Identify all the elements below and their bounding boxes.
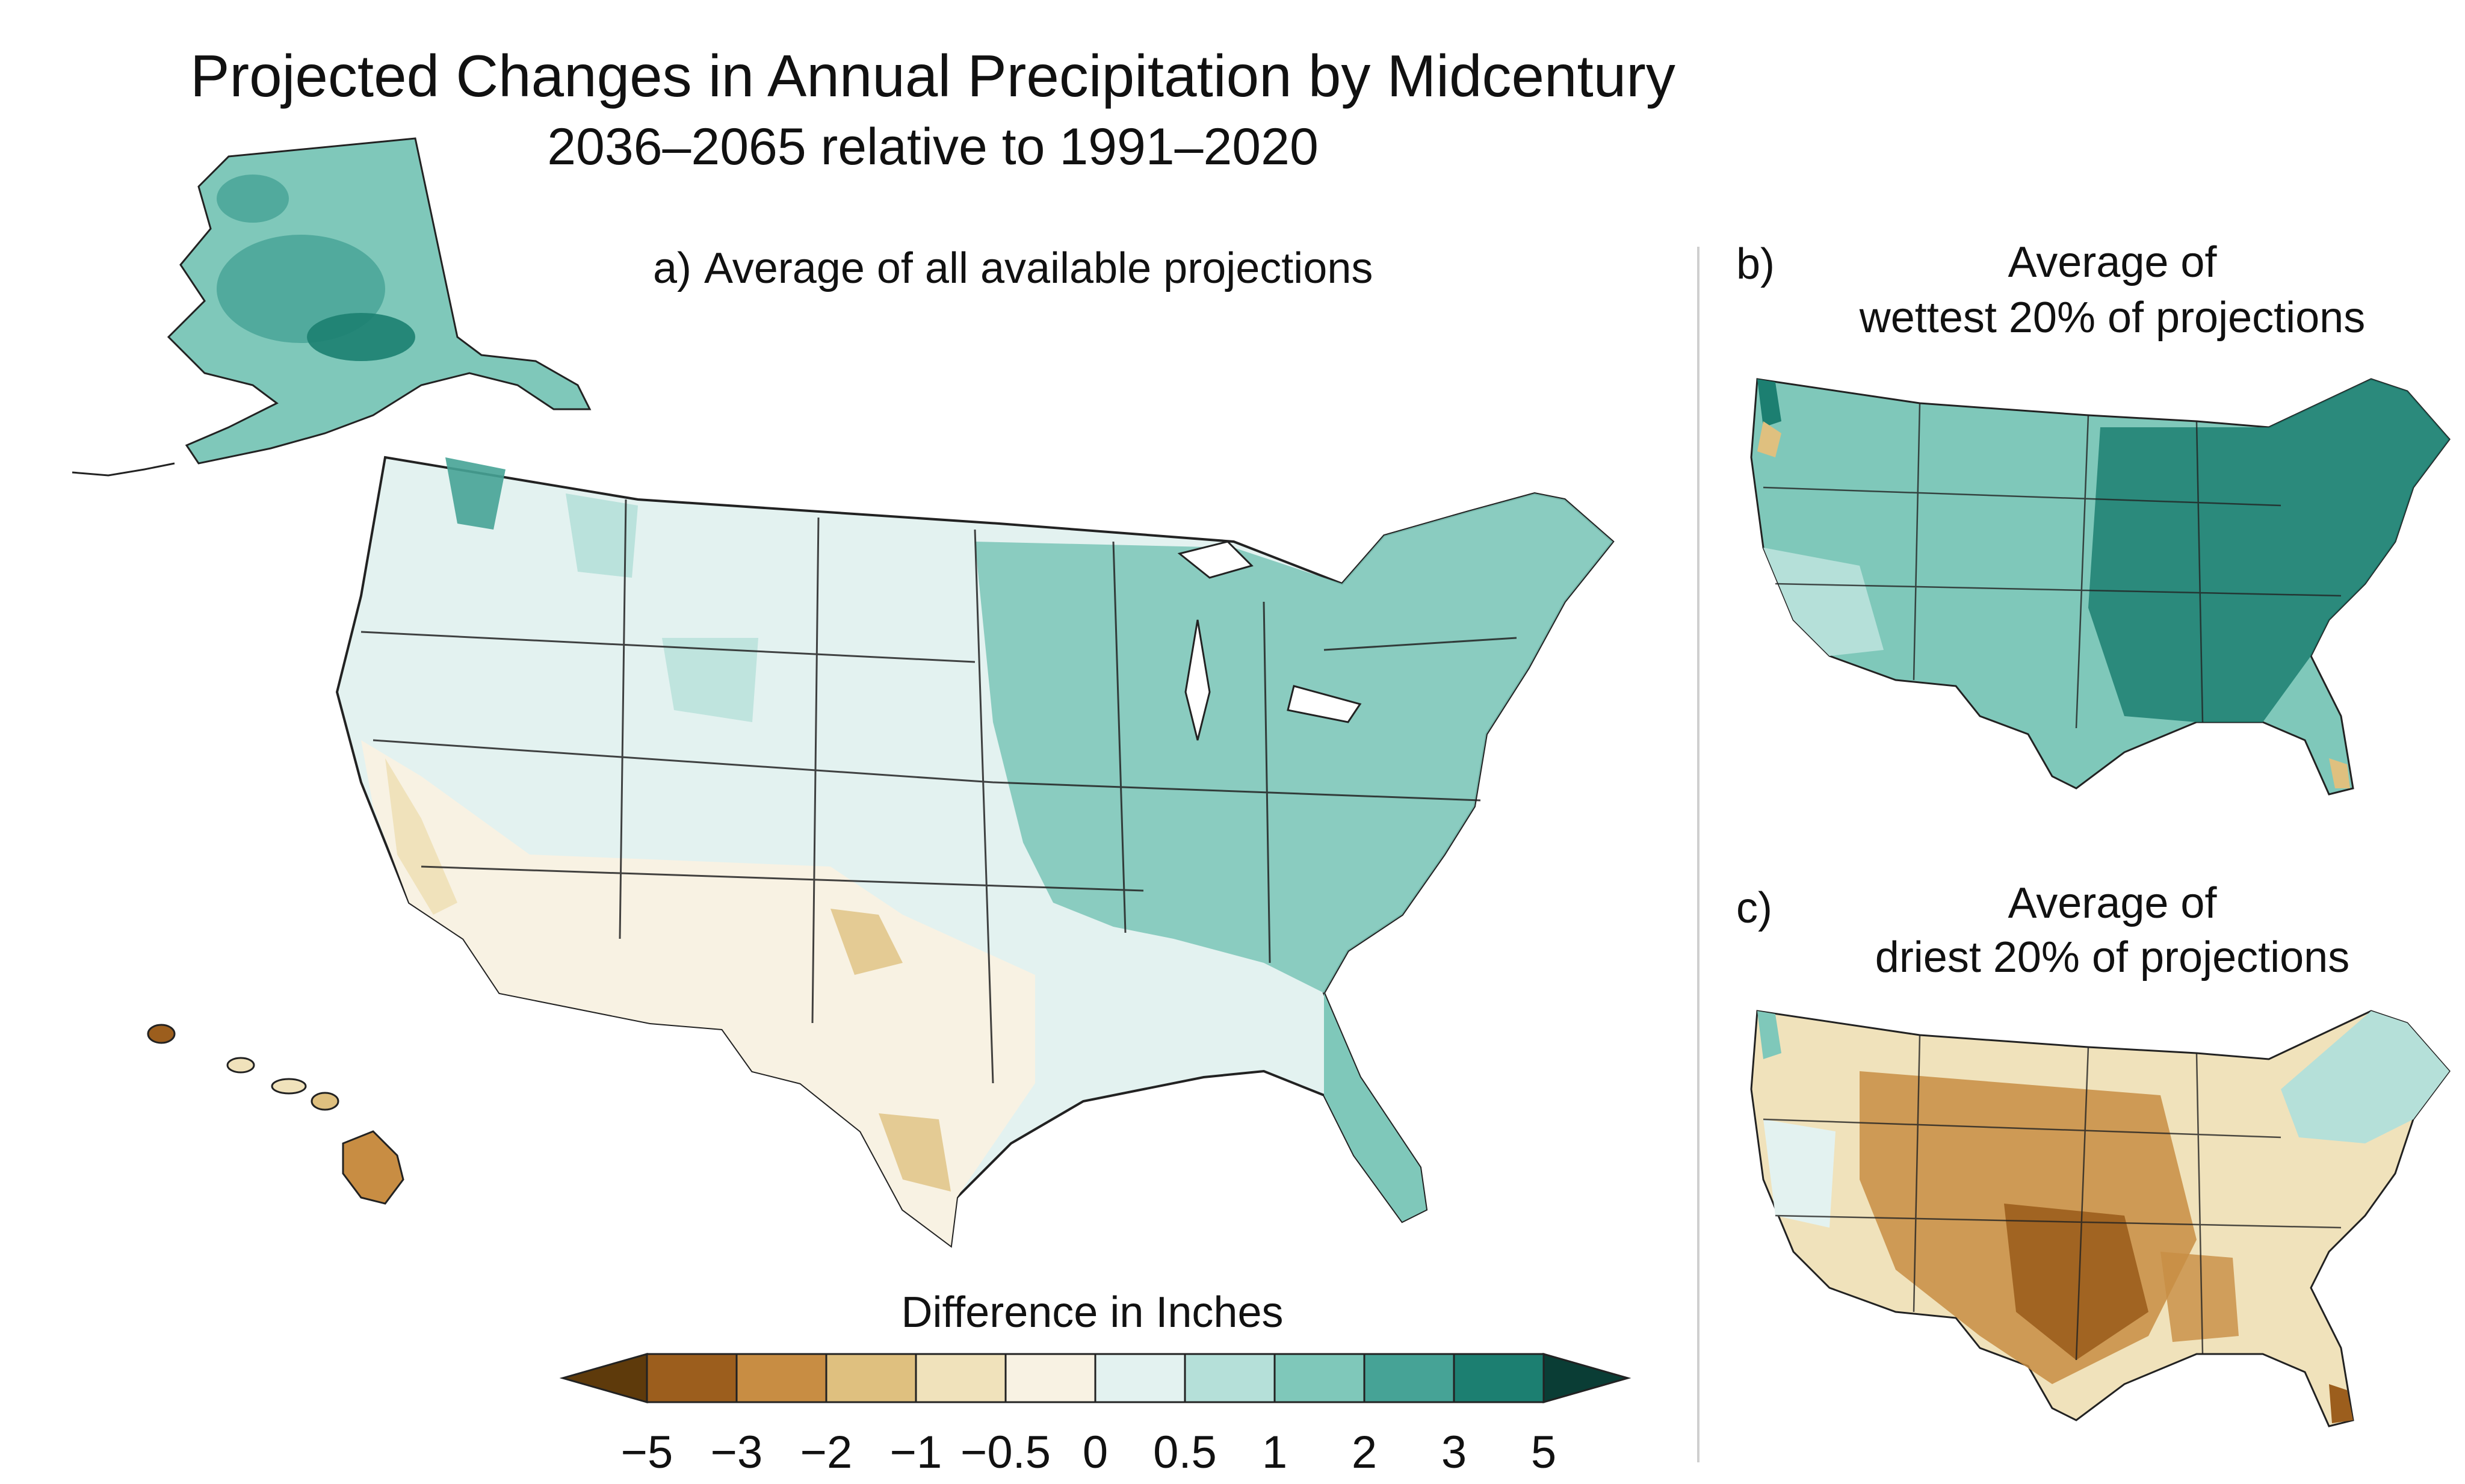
legend-tick: 0.5 <box>1153 1427 1217 1478</box>
legend-tick: −0.5 <box>960 1427 1051 1478</box>
legend-swatch <box>1004 1353 1096 1403</box>
legend-tick: 3 <box>1441 1427 1467 1478</box>
legend-tick: 2 <box>1351 1427 1378 1478</box>
legend-tick: −2 <box>800 1427 853 1478</box>
legend-swatch <box>735 1353 827 1403</box>
panel-b-title-line2: wettest 20% of projections <box>1859 294 2366 342</box>
legend-swatch <box>559 1353 648 1403</box>
legend-swatch <box>1094 1353 1186 1403</box>
legend-swatch <box>825 1353 917 1403</box>
legend-swatch <box>1542 1353 1631 1403</box>
panel-c-map <box>1750 1010 2451 1427</box>
map-title: Projected Changes in Annual Precipitatio… <box>190 43 1675 109</box>
legend-swatch <box>915 1353 1007 1403</box>
hawaii-region <box>147 1024 404 1205</box>
legend-tick: 1 <box>1261 1427 1288 1478</box>
panel-b-label: b) <box>1736 240 1775 288</box>
legend-tick: 0 <box>1082 1427 1109 1478</box>
panel-a-map <box>72 137 1615 1248</box>
color-legend <box>559 1353 1631 1403</box>
legend-swatch <box>646 1353 738 1403</box>
legend-swatch <box>1273 1353 1365 1403</box>
legend-tick: −1 <box>889 1427 942 1478</box>
panel-b-map <box>1750 378 2451 796</box>
panel-a-title: Average of all available projections <box>704 244 1373 292</box>
conus-region <box>335 456 1615 1248</box>
panel-c-title-line2: driest 20% of projections <box>1875 933 2350 982</box>
map-subtitle: 2036–2065 relative to 1991–2020 <box>547 118 1319 176</box>
legend-swatch <box>1453 1353 1545 1403</box>
legend-title: Difference in Inches <box>901 1288 1284 1337</box>
panel-a-label: a) <box>653 244 692 292</box>
legend-tick: −5 <box>620 1427 673 1478</box>
panel-c-title-line1: Average of <box>2008 879 2217 927</box>
panel-b-title-line1: Average of <box>2008 238 2217 286</box>
legend-tick: −3 <box>710 1427 763 1478</box>
legend-swatch <box>1363 1353 1455 1403</box>
alaska-region <box>72 137 592 477</box>
panel-divider <box>1697 247 1700 1462</box>
legend-tick: 5 <box>1530 1427 1557 1478</box>
legend-swatch <box>1184 1353 1276 1403</box>
panel-c-label: c) <box>1736 884 1772 932</box>
